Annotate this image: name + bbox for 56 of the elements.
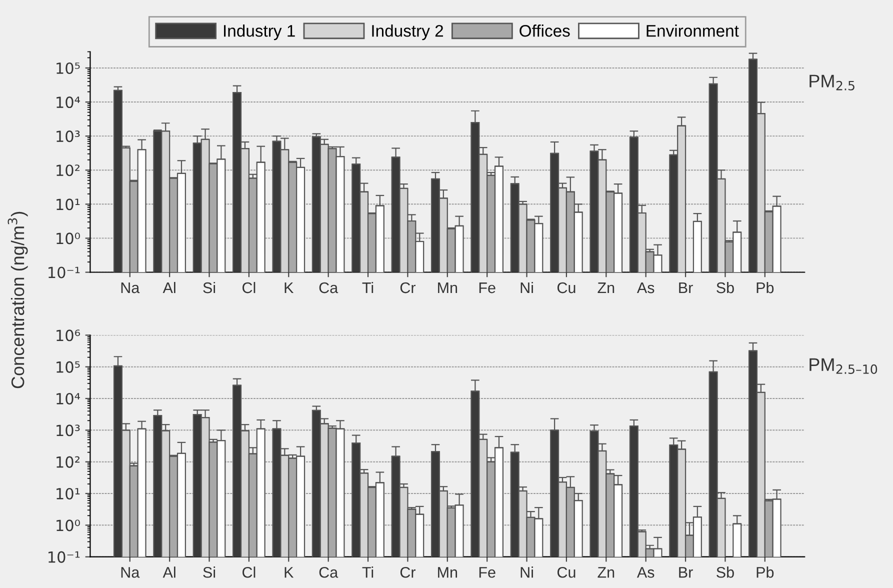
x-tick-label: Mn xyxy=(438,567,458,578)
y-tick-label: 10⁻¹ xyxy=(48,551,80,563)
y-tick-label: 10² xyxy=(56,456,80,468)
x-tick-label: Cr xyxy=(400,282,416,294)
y-tick-label: 10⁰ xyxy=(56,232,80,244)
legend-label: Offices xyxy=(520,24,570,37)
x-tick-label: Sb xyxy=(716,282,734,294)
y-tick-label: 10⁴ xyxy=(56,96,80,108)
x-tick-label: Fe xyxy=(479,282,496,294)
x-tick-label: Ni xyxy=(520,566,533,578)
text: PM$_{2.5}$ xyxy=(810,74,854,90)
x-tick-label: Fe xyxy=(479,567,496,578)
x-tick-label: Ti xyxy=(362,566,374,578)
x-tick-label: Si xyxy=(203,282,216,294)
y-tick-label: 10³ xyxy=(56,424,80,436)
y-tick-label: 10³ xyxy=(56,130,80,142)
x-tick-label: Ti xyxy=(362,282,374,294)
x-tick-label: Pb xyxy=(756,566,774,578)
y-tick-label: 10⁵ xyxy=(56,62,80,74)
x-tick-label: Na xyxy=(121,282,140,294)
x-tick-label: Cu xyxy=(557,566,576,578)
x-tick-label: Cu xyxy=(557,282,576,294)
y-axis-title: Concentration (ng/m$^{3}$) xyxy=(8,212,28,388)
x-tick-label: K xyxy=(284,567,294,578)
x-tick-label: Al xyxy=(162,566,176,578)
x-tick-label: Cl xyxy=(242,566,256,578)
y-tick-label: 10¹ xyxy=(56,488,80,500)
x-tick-label: As xyxy=(636,567,654,578)
y-tick-label: 10² xyxy=(56,164,80,176)
x-tick-label: Ca xyxy=(319,282,338,294)
x-tick-label: Cl xyxy=(242,282,256,294)
legend-label: Environment xyxy=(646,24,739,37)
x-tick-label: Br xyxy=(679,282,693,294)
y-tick-label: 10⁰ xyxy=(56,520,80,532)
x-tick-label: Ca xyxy=(319,566,338,578)
x-tick-label: Cr xyxy=(400,566,416,578)
x-tick-label: Na xyxy=(121,567,140,578)
x-tick-label: Ni xyxy=(520,282,533,294)
y-tick-label: 10⁵ xyxy=(56,361,80,373)
legend-label: Industry 1 xyxy=(224,24,295,40)
x-tick-label: K xyxy=(284,282,294,294)
x-tick-label: Al xyxy=(162,282,176,294)
text: PM$_{2.5–10}$ xyxy=(810,358,878,374)
x-tick-label: As xyxy=(636,282,654,294)
x-tick-label: Zn xyxy=(598,282,614,294)
y-tick-label: 10¹ xyxy=(56,198,80,210)
y-tick-label: 10⁻¹ xyxy=(48,266,80,278)
x-tick-label: Mn xyxy=(438,282,458,294)
x-tick-label: Si xyxy=(203,566,216,578)
legend-label: Industry 2 xyxy=(372,24,444,40)
x-tick-label: Br xyxy=(679,567,693,578)
x-tick-label: Zn xyxy=(598,567,614,578)
y-tick-label: 10⁴ xyxy=(56,392,80,405)
y-tick-label: 10⁶ xyxy=(56,330,80,342)
x-tick-label: Sb xyxy=(716,566,734,578)
x-tick-label: Pb xyxy=(756,282,774,294)
